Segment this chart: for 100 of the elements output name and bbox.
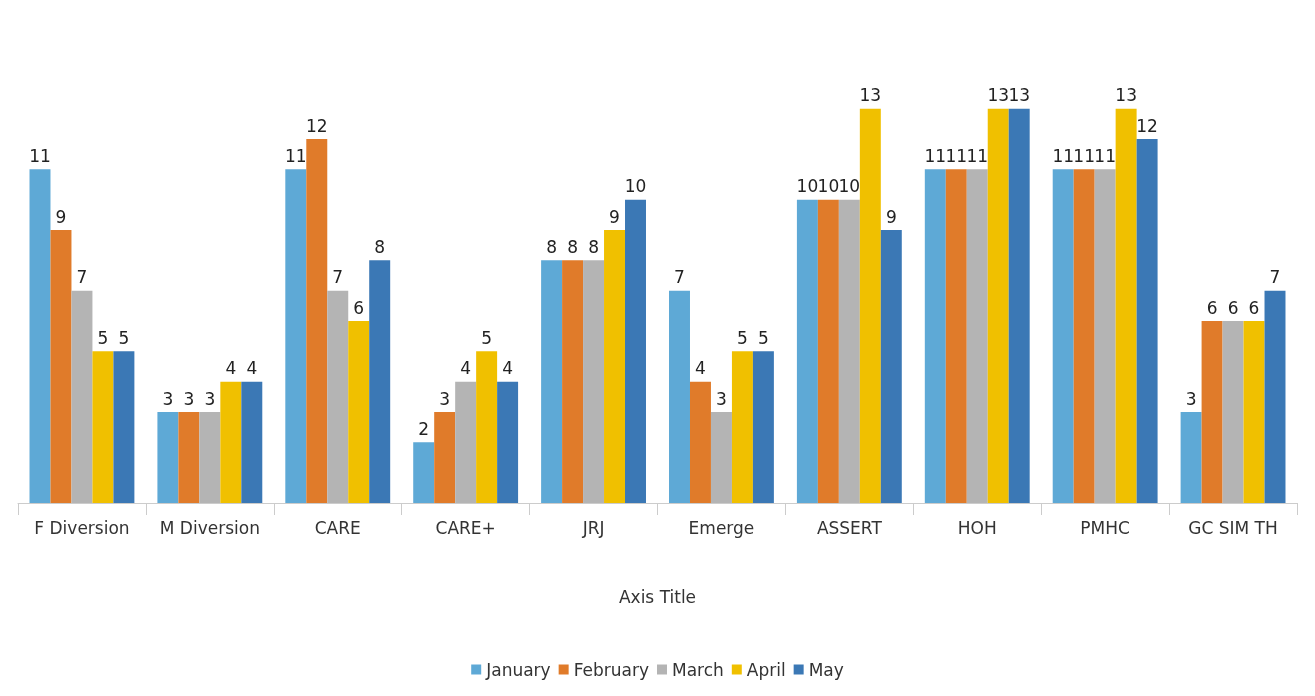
data-label: 3	[716, 388, 727, 409]
x-tick-label: F Diversion	[34, 517, 130, 538]
bar	[689, 381, 711, 503]
bar	[476, 351, 498, 503]
data-label: 8	[546, 236, 558, 257]
x-tick-label: HOH	[957, 517, 997, 538]
data-label: 13	[859, 85, 882, 106]
bar	[1073, 169, 1095, 503]
bar	[71, 290, 93, 503]
bar	[817, 199, 839, 503]
bar	[752, 351, 774, 503]
data-label: 11	[1052, 145, 1075, 166]
data-label: 11	[924, 145, 947, 166]
bar	[604, 230, 626, 503]
data-label: 3	[1185, 388, 1197, 409]
x-tick-label: PMHC	[1080, 517, 1130, 538]
data-label: 12	[1136, 115, 1158, 136]
bar	[29, 169, 51, 503]
bar	[327, 290, 349, 503]
bar	[966, 169, 988, 503]
bar	[669, 290, 690, 503]
bar	[880, 230, 902, 503]
bar	[497, 381, 519, 503]
data-label: 10	[796, 176, 819, 197]
data-label: 12	[305, 115, 328, 136]
data-label: 7	[332, 267, 344, 288]
bar	[924, 169, 946, 503]
data-label: 10	[817, 176, 840, 197]
bar	[306, 139, 328, 503]
x-tick-label: CARE	[314, 517, 361, 538]
data-label: 4	[460, 358, 472, 379]
data-label: 11	[284, 145, 307, 166]
bar	[1264, 290, 1286, 503]
x-tick-label: CARE+	[435, 517, 496, 538]
data-label: 9	[609, 206, 620, 227]
bar	[945, 169, 967, 503]
bar	[583, 260, 605, 503]
legend-label: May	[808, 659, 844, 680]
bar	[113, 351, 135, 503]
data-label: 3	[204, 388, 216, 409]
data-label: 9	[885, 206, 897, 227]
data-label: 10	[624, 176, 647, 197]
bar	[285, 169, 307, 503]
bar	[796, 199, 818, 503]
bar	[1115, 108, 1137, 503]
bar	[859, 108, 881, 503]
bar	[625, 199, 646, 503]
data-label: 3	[439, 388, 451, 409]
bar	[199, 412, 221, 503]
data-label: 3	[183, 388, 195, 409]
bar	[731, 351, 753, 503]
data-label: 3	[162, 388, 174, 409]
bar	[562, 260, 584, 503]
bar	[710, 412, 732, 503]
data-label: 13	[1115, 85, 1137, 106]
data-label: 6	[1248, 297, 1260, 318]
data-label: 5	[757, 327, 769, 348]
bar	[348, 321, 370, 503]
x-axis-title: Axis Title	[618, 586, 697, 607]
legend-label: January	[485, 659, 551, 680]
bar	[178, 412, 200, 503]
bar	[50, 230, 72, 503]
data-label: 11	[945, 145, 968, 166]
legend-label: April	[746, 659, 786, 680]
x-tick-label: GC SIM TH	[1188, 517, 1278, 538]
data-label: 5	[97, 327, 109, 348]
data-label: 5	[481, 327, 493, 348]
bar	[157, 412, 179, 503]
data-label: 8	[567, 236, 578, 257]
data-label: 10	[838, 176, 861, 197]
data-label: 4	[225, 358, 237, 379]
data-label: 11	[966, 145, 989, 166]
data-label: 6	[353, 297, 365, 318]
bar	[1094, 169, 1116, 503]
bar	[1008, 108, 1030, 503]
data-label: 2	[418, 418, 430, 439]
data-label: 5	[118, 327, 130, 348]
bar	[987, 108, 1009, 503]
bar	[1136, 139, 1158, 503]
bar	[541, 260, 563, 503]
bar	[1180, 412, 1202, 503]
data-label: 8	[374, 236, 386, 257]
x-tick-label: ASSERT	[816, 517, 883, 538]
data-label: 6	[1206, 297, 1218, 318]
data-label: 6	[1227, 297, 1239, 318]
bar	[220, 381, 242, 503]
bar	[92, 351, 114, 503]
data-label: 4	[246, 358, 258, 379]
data-label: 4	[502, 358, 514, 379]
data-label: 7	[674, 267, 685, 288]
data-label: 4	[695, 358, 706, 379]
legend-label: March	[671, 659, 724, 680]
data-label: 7	[76, 267, 88, 288]
data-label: 5	[737, 327, 748, 348]
bar	[1052, 169, 1074, 503]
x-tick-label: Emerge	[688, 517, 755, 538]
data-label: 11	[1073, 145, 1095, 166]
data-label: 11	[1094, 145, 1116, 166]
x-tick-label: M Diversion	[159, 517, 260, 538]
legend-label: February	[573, 659, 649, 680]
